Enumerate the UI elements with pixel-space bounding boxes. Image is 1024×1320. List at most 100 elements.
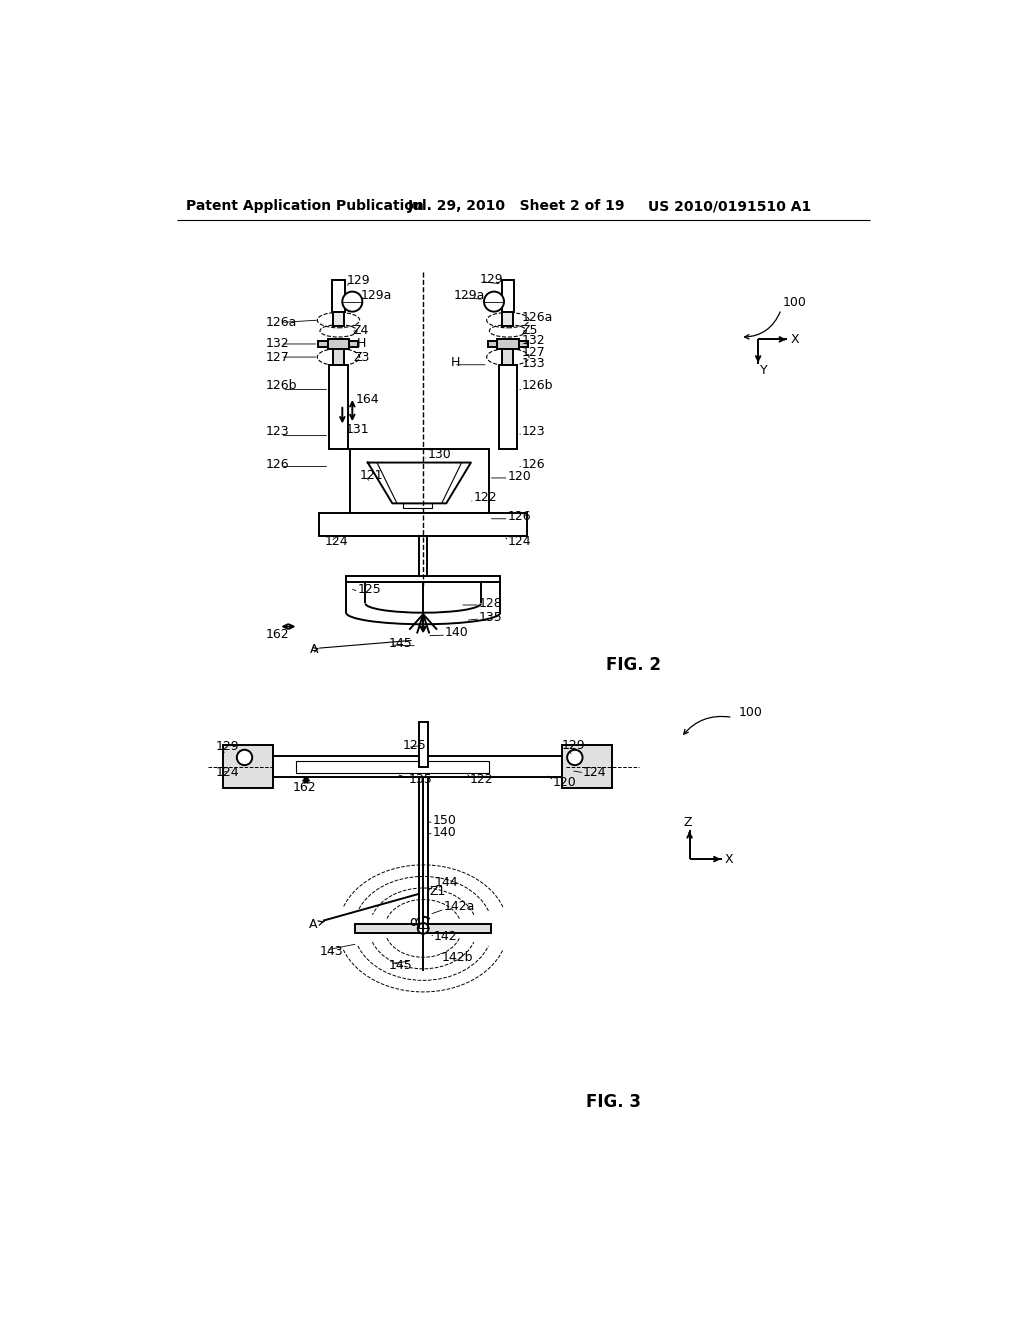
- Text: 129: 129: [215, 741, 239, 754]
- Circle shape: [567, 750, 583, 766]
- Bar: [296, 760, 488, 774]
- Bar: [355, 924, 490, 933]
- Bar: [330, 364, 348, 449]
- Text: 142: 142: [434, 929, 458, 942]
- Text: 162: 162: [292, 781, 315, 795]
- Text: 129a: 129a: [454, 289, 484, 302]
- Text: 150: 150: [433, 814, 457, 828]
- Text: FIG. 2: FIG. 2: [606, 656, 662, 675]
- Bar: [333, 280, 345, 313]
- Text: 142a: 142a: [443, 900, 474, 913]
- Bar: [487, 341, 497, 347]
- Text: 100: 100: [782, 296, 807, 309]
- Text: 122: 122: [469, 772, 493, 785]
- Text: 132: 132: [265, 338, 289, 351]
- Text: 124: 124: [508, 536, 531, 548]
- Text: 125: 125: [357, 583, 382, 597]
- Text: 140: 140: [433, 825, 457, 838]
- Bar: [333, 350, 344, 364]
- Text: 162: 162: [265, 628, 289, 640]
- Text: 124: 124: [325, 536, 348, 548]
- Text: 144: 144: [435, 875, 459, 888]
- Text: 131: 131: [346, 422, 370, 436]
- Text: 132: 132: [521, 334, 546, 347]
- Bar: [499, 364, 517, 449]
- Text: 164: 164: [355, 393, 379, 407]
- Bar: [319, 512, 527, 536]
- Text: 121: 121: [359, 469, 383, 482]
- Text: 143: 143: [319, 945, 343, 958]
- Bar: [223, 744, 273, 788]
- Text: 126b: 126b: [521, 379, 553, 392]
- Text: H: H: [357, 338, 367, 351]
- Text: 127: 127: [265, 351, 289, 363]
- Circle shape: [237, 750, 252, 766]
- Text: 122: 122: [474, 491, 498, 504]
- Text: Z1: Z1: [429, 884, 445, 898]
- Bar: [328, 339, 349, 350]
- Text: Patent Application Publication: Patent Application Publication: [186, 199, 424, 213]
- Bar: [419, 722, 428, 767]
- Text: 130: 130: [428, 449, 452, 462]
- Text: 124: 124: [583, 766, 606, 779]
- Text: 126b: 126b: [265, 379, 297, 392]
- Bar: [346, 576, 500, 582]
- Text: 145: 145: [388, 958, 413, 972]
- Bar: [407, 498, 429, 506]
- Text: α: α: [410, 915, 419, 929]
- Polygon shape: [420, 627, 426, 632]
- Bar: [333, 313, 344, 326]
- Bar: [562, 744, 611, 788]
- Bar: [419, 536, 427, 582]
- Bar: [350, 450, 488, 512]
- Polygon shape: [368, 462, 471, 503]
- Bar: [403, 503, 432, 508]
- Bar: [273, 756, 562, 777]
- Text: 145: 145: [388, 638, 413, 649]
- Text: 135: 135: [409, 772, 432, 785]
- Text: FIG. 3: FIG. 3: [587, 1093, 641, 1110]
- Text: 126: 126: [508, 510, 531, 523]
- Text: Z5: Z5: [521, 325, 539, 338]
- Text: US 2010/0191510 A1: US 2010/0191510 A1: [648, 199, 811, 213]
- Text: 129a: 129a: [360, 289, 392, 302]
- Text: 120: 120: [553, 776, 577, 788]
- Text: A: A: [310, 643, 318, 656]
- Text: X: X: [725, 853, 733, 866]
- Text: 126: 126: [521, 458, 546, 471]
- Text: 126a: 126a: [521, 312, 553, 325]
- Text: 125: 125: [403, 739, 427, 751]
- Bar: [497, 339, 518, 350]
- Bar: [349, 341, 358, 347]
- Text: 120: 120: [508, 470, 531, 483]
- Bar: [318, 341, 328, 347]
- Text: 123: 123: [265, 425, 289, 438]
- Text: Z: Z: [683, 816, 692, 829]
- Text: 128: 128: [478, 597, 503, 610]
- Text: 127: 127: [521, 346, 546, 359]
- Text: Z4: Z4: [352, 325, 369, 338]
- Text: X: X: [791, 333, 799, 346]
- Text: H: H: [451, 356, 460, 370]
- Text: 133: 133: [521, 358, 546, 371]
- Bar: [503, 350, 513, 364]
- Text: Jul. 29, 2010   Sheet 2 of 19: Jul. 29, 2010 Sheet 2 of 19: [408, 199, 626, 213]
- Text: Y: Y: [761, 363, 768, 376]
- Text: 100: 100: [739, 706, 763, 719]
- Text: 129: 129: [480, 273, 504, 286]
- Bar: [518, 341, 528, 347]
- Text: 135: 135: [478, 611, 503, 624]
- Text: Z3: Z3: [354, 351, 371, 363]
- Circle shape: [418, 923, 429, 933]
- Circle shape: [342, 292, 362, 312]
- Text: 124: 124: [215, 767, 239, 779]
- Text: 123: 123: [521, 425, 546, 438]
- Text: 129: 129: [562, 739, 586, 751]
- Bar: [502, 280, 514, 313]
- Text: 126: 126: [265, 458, 289, 471]
- Text: 142b: 142b: [441, 952, 473, 964]
- Bar: [503, 313, 513, 326]
- Circle shape: [484, 292, 504, 312]
- Text: 126a: 126a: [265, 315, 297, 329]
- Text: 129: 129: [347, 275, 371, 288]
